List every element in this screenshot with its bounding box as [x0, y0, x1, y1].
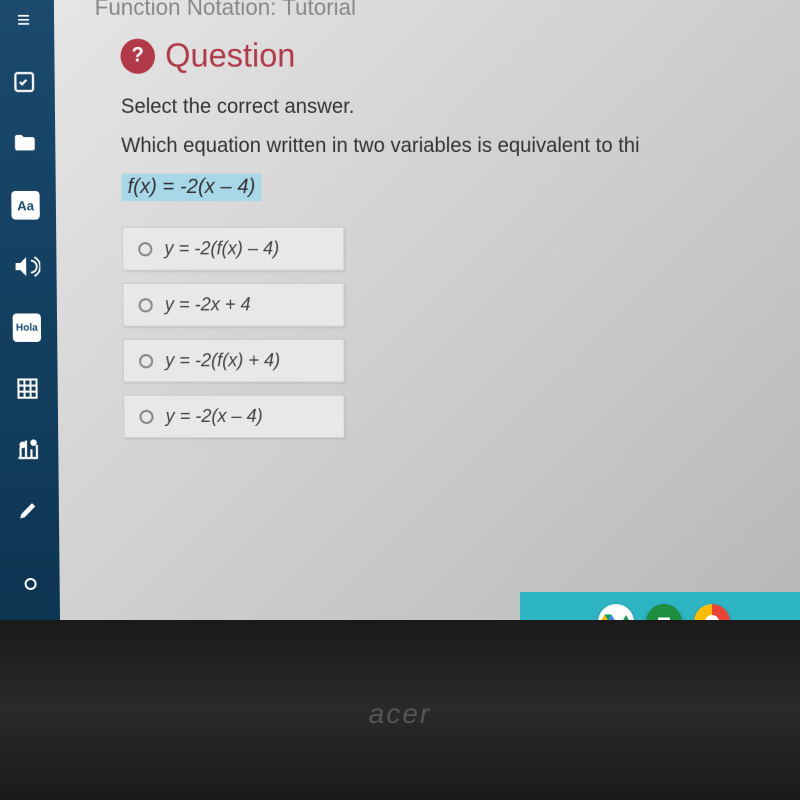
radio-icon [138, 242, 152, 256]
question-header: ? Question [120, 37, 800, 75]
given-equation: f(x) = -2(x – 4) [121, 174, 261, 202]
edit-icon[interactable] [4, 61, 45, 102]
question-title: Question [165, 37, 295, 75]
folder-icon[interactable] [4, 123, 45, 164]
chart-icon[interactable] [8, 429, 49, 469]
radio-icon [139, 354, 153, 368]
option-b[interactable]: y = -2x + 4 [122, 283, 344, 327]
question-badge-icon: ? [120, 38, 155, 73]
option-text: y = -2(f(x) – 4) [164, 238, 279, 259]
option-text: y = -2x + 4 [165, 294, 251, 315]
language-label: Hola [13, 313, 42, 341]
option-d[interactable]: y = -2(x – 4) [123, 395, 345, 438]
highlighter-icon[interactable] [9, 490, 50, 530]
options-list: y = -2(f(x) – 4) y = -2x + 4 y = -2(f(x)… [122, 227, 800, 438]
radio-icon [139, 409, 153, 423]
menu-icon[interactable]: ≡ [3, 0, 44, 41]
screen: ≡ Aa Hola Function Notation: Tutorial [0, 0, 800, 620]
breadcrumb: Function Notation: Tutorial [94, 0, 800, 37]
grid-icon[interactable] [7, 368, 48, 409]
instruction-text: Select the correct answer. [121, 95, 800, 119]
option-c[interactable]: y = -2(f(x) + 4) [123, 339, 345, 383]
font-label: Aa [11, 191, 40, 220]
font-icon[interactable]: Aa [5, 185, 46, 226]
audio-icon[interactable] [6, 246, 47, 287]
option-text: y = -2(f(x) + 4) [165, 350, 280, 371]
radio-icon [139, 298, 153, 312]
option-a[interactable]: y = -2(f(x) – 4) [122, 227, 345, 271]
laptop-logo: acer [369, 698, 431, 730]
option-text: y = -2(x – 4) [166, 406, 263, 427]
nav-circle-icon[interactable] [25, 578, 37, 590]
question-block: ? Question Select the correct answer. Wh… [95, 37, 800, 439]
language-icon[interactable]: Hola [6, 307, 47, 348]
content-area: Function Notation: Tutorial ? Question S… [54, 0, 800, 620]
prompt-text: Which equation written in two variables … [121, 135, 800, 159]
sidebar: ≡ Aa Hola [0, 0, 60, 620]
